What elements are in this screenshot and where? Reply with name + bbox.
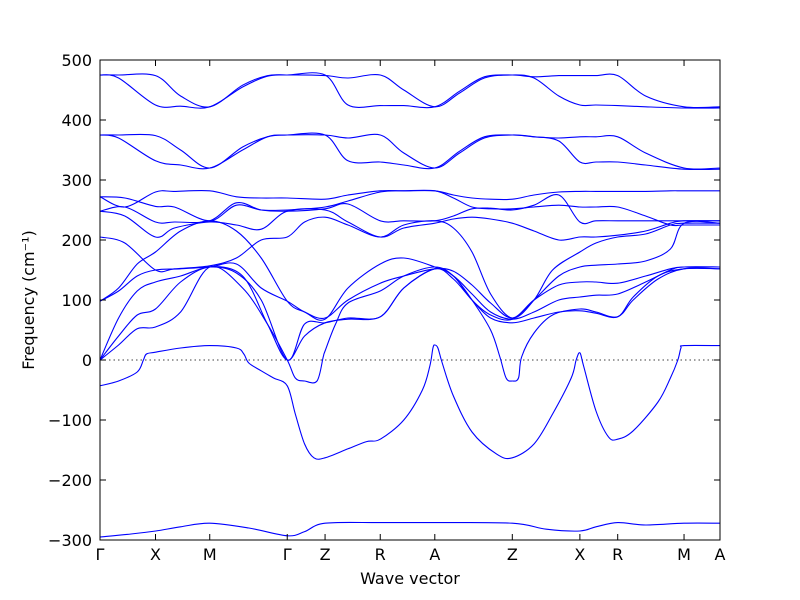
band-line-12 <box>99 189 720 208</box>
band-line-5 <box>99 266 721 361</box>
band-line-13 <box>99 133 721 171</box>
band-line-11 <box>99 189 720 227</box>
plot-area <box>99 59 721 541</box>
x-tick-label: A <box>715 545 726 564</box>
band-line-6 <box>99 262 721 319</box>
y-tick-label: −300 <box>48 531 92 550</box>
x-tick-label: Γ <box>96 545 105 564</box>
plot-frame <box>99 59 721 541</box>
phonon-bands <box>99 72 721 538</box>
y-axis-label: Frequency (cm⁻¹) <box>19 230 38 369</box>
y-tick-label: 0 <box>82 351 92 370</box>
x-tick-label: M <box>677 545 691 564</box>
x-tick-label: R <box>375 545 386 564</box>
band-line-3 <box>99 265 721 384</box>
x-tick-label: R <box>612 545 623 564</box>
x-tick-label: A <box>429 545 440 564</box>
y-tick-label: −200 <box>48 471 92 490</box>
x-tick-label: M <box>203 545 217 564</box>
band-line-9 <box>99 208 721 241</box>
y-tick-label: 400 <box>61 111 92 130</box>
x-tick-label: X <box>150 545 161 564</box>
band-line-1 <box>99 521 721 538</box>
x-tick-label: Γ <box>283 545 292 564</box>
y-tick-label: 500 <box>61 51 92 70</box>
band-line-2 <box>99 344 721 460</box>
x-tick-label: X <box>574 545 585 564</box>
x-tick-label: Z <box>320 545 331 564</box>
y-tick-label: 100 <box>61 291 92 310</box>
y-tick-label: 300 <box>61 171 92 190</box>
y-axis-ticks: −300 −200 −100 0 100 200 300 400 500 <box>48 51 720 550</box>
y-tick-label: −100 <box>48 411 92 430</box>
band-line-8 <box>99 216 721 319</box>
band-line-10 <box>99 193 720 225</box>
x-tick-label: Z <box>507 545 518 564</box>
band-line-14 <box>99 132 721 170</box>
band-line-16 <box>99 72 721 109</box>
y-tick-label: 200 <box>61 231 92 250</box>
x-axis-label: Wave vector <box>360 569 460 588</box>
